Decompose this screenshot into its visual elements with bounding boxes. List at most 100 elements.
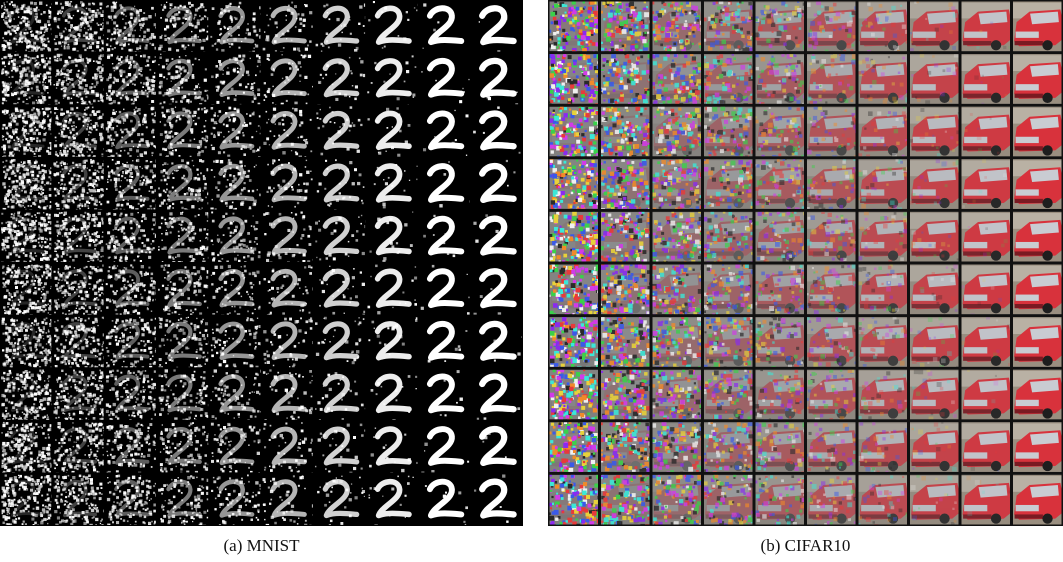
cifar10-sample-cell — [1013, 317, 1062, 367]
cifar10-sample-cell — [704, 317, 753, 367]
mnist-sample-cell — [157, 53, 209, 105]
cifar10-sample-cell — [858, 211, 907, 262]
mnist-sample-cell — [105, 474, 156, 525]
cifar10-sample-cell — [910, 1, 959, 52]
cifar10-sample-cell — [704, 211, 753, 262]
cifar10-sample-cell — [652, 264, 701, 315]
mnist-sample-cell — [262, 211, 313, 262]
mnist-sample-cell — [367, 53, 418, 105]
mnist-sample-cell — [314, 1, 366, 52]
mnist-sample-cell — [471, 211, 522, 262]
mnist-sample-cell — [419, 1, 470, 52]
mnist-sample-cell — [1, 316, 52, 368]
mnist-sample-cell — [157, 316, 209, 368]
cifar10-sample-cell — [910, 211, 959, 262]
cifar10-sample-cell — [961, 211, 1010, 262]
cifar10-sample-cell — [652, 211, 701, 262]
mnist-sample-cell — [210, 53, 261, 105]
mnist-sample-cell — [419, 316, 470, 368]
cifar10-sample-cell — [755, 264, 804, 315]
cifar10-sample-cell — [704, 264, 753, 315]
cifar10-sample-cell — [961, 317, 1010, 367]
mnist-sample-cell — [1, 211, 52, 262]
cifar10-sample-cell — [704, 1, 753, 52]
mnist-sample-cell — [157, 264, 209, 315]
mnist-sample-cell — [105, 211, 156, 262]
cifar10-sample-cell — [807, 54, 856, 104]
mnist-sample-cell — [314, 211, 366, 262]
mnist-sample-cell — [419, 421, 470, 473]
cifar10-sample-cell — [961, 264, 1010, 315]
mnist-sample-cell — [210, 316, 261, 368]
mnist-sample-cell — [367, 158, 418, 210]
cifar10-sample-cell — [858, 159, 907, 209]
mnist-sample-cell — [367, 421, 418, 473]
cifar10-sample-cell — [755, 106, 804, 157]
cifar10-sample-cell — [807, 106, 856, 157]
cifar10-sample-cell — [910, 369, 959, 420]
cifar10-sample-cell — [910, 54, 959, 104]
cifar10-sample-cell — [1013, 422, 1062, 472]
mnist-sample-cell — [1, 1, 52, 52]
cifar10-caption: (b) CIFAR10 — [760, 536, 851, 555]
cifar10-sample-cell — [755, 211, 804, 262]
cifar10-sample-cell — [755, 54, 804, 104]
cifar10-sample-cell — [1013, 369, 1062, 420]
cifar10-sample-cell — [549, 159, 598, 209]
cifar10-sample-cell — [601, 422, 650, 472]
cifar10-sample-cell — [704, 159, 753, 209]
mnist-sample-cell — [367, 316, 418, 368]
cifar10-sample-cell — [704, 54, 753, 104]
mnist-sample-cell — [262, 474, 313, 525]
mnist-sample-cell — [53, 316, 104, 368]
mnist-sample-cell — [314, 369, 366, 420]
cifar10-sample-cell — [858, 422, 907, 472]
mnist-sample-cell — [262, 158, 313, 210]
cifar10-sample-cell — [652, 54, 701, 104]
mnist-sample-cell — [105, 369, 156, 420]
cifar10-sample-cell — [601, 211, 650, 262]
mnist-sample-cell — [367, 211, 418, 262]
mnist-sample-cell — [210, 106, 261, 157]
mnist-sample-grid — [0, 0, 523, 526]
mnist-sample-cell — [157, 211, 209, 262]
mnist-sample-cell — [53, 264, 104, 315]
mnist-sample-cell — [1, 106, 52, 157]
mnist-sample-cell — [262, 53, 313, 105]
mnist-sample-cell — [53, 474, 104, 525]
cifar10-sample-cell — [961, 54, 1010, 104]
cifar10-sample-cell — [858, 369, 907, 420]
cifar10-sample-cell — [807, 159, 856, 209]
mnist-sample-cell — [314, 53, 366, 105]
mnist-sample-cell — [314, 474, 366, 525]
cifar10-sample-cell — [858, 106, 907, 157]
mnist-sample-cell — [419, 106, 470, 157]
cifar10-sample-cell — [755, 317, 804, 367]
cifar10-sample-cell — [807, 264, 856, 315]
cifar10-sample-cell — [1013, 264, 1062, 315]
mnist-sample-cell — [367, 106, 418, 157]
mnist-sample-cell — [53, 158, 104, 210]
mnist-sample-cell — [157, 421, 209, 473]
mnist-panel — [0, 0, 523, 526]
mnist-sample-cell — [419, 211, 470, 262]
mnist-sample-cell — [105, 421, 156, 473]
cifar10-panel — [548, 0, 1063, 526]
cifar10-sample-cell — [1013, 1, 1062, 52]
cifar10-sample-cell — [807, 369, 856, 420]
cifar10-sample-cell — [755, 1, 804, 52]
mnist-sample-cell — [105, 53, 156, 105]
cifar10-sample-cell — [549, 106, 598, 157]
cifar10-sample-cell — [910, 159, 959, 209]
mnist-sample-cell — [1, 421, 52, 473]
cifar10-sample-cell — [601, 474, 650, 525]
mnist-sample-cell — [314, 264, 366, 315]
mnist-sample-cell — [53, 421, 104, 473]
mnist-sample-cell — [1, 158, 52, 210]
cifar10-sample-cell — [704, 474, 753, 525]
mnist-sample-cell — [471, 264, 522, 315]
mnist-sample-cell — [471, 1, 522, 52]
cifar10-sample-cell — [549, 264, 598, 315]
cifar10-sample-cell — [961, 422, 1010, 472]
cifar10-sample-cell — [652, 159, 701, 209]
